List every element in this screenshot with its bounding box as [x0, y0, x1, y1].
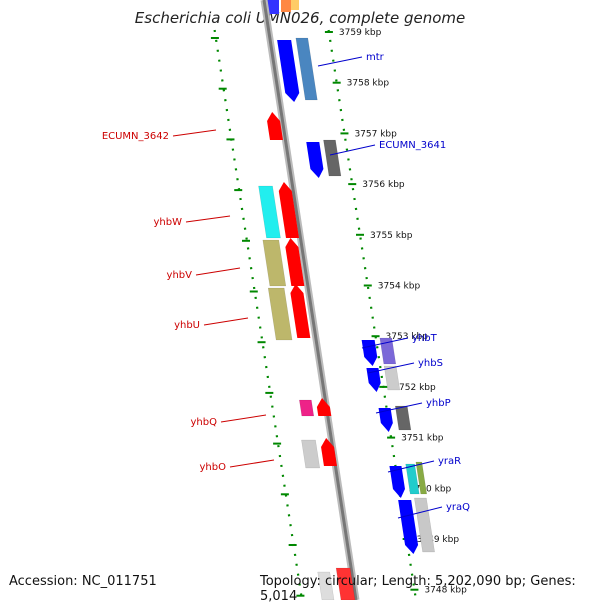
yhbP-arrow [378, 408, 393, 432]
gene-label-yhbo: yhbO [200, 462, 227, 473]
yraR-shade [405, 463, 420, 495]
kbp-tick-label: 3748 kbp [424, 586, 467, 596]
bottom-fragment-shade [317, 571, 335, 600]
gene-features [258, 37, 435, 600]
accession-text: Accession: NC_011751 [9, 574, 157, 589]
gene-leader-line [229, 459, 275, 468]
gene-label-mtr: mtr [366, 52, 385, 63]
yhbW-shade [258, 185, 281, 239]
gene-leader-line [220, 414, 267, 423]
kbp-tick-label: 3753 kbp [386, 332, 429, 342]
yhbO-shade [301, 439, 321, 469]
gene-label-yhbu: yhbU [174, 320, 200, 331]
left-dotted-line [213, 29, 304, 600]
map-title: Escherichia coli UMN026, complete genome [134, 9, 466, 27]
yhbS-arrow [366, 368, 381, 392]
ECUMN_3641-arrow [306, 142, 324, 178]
yhbS-shade [383, 365, 401, 391]
mtr-shade [295, 37, 318, 101]
ECUMN_3642-arrow [267, 112, 283, 140]
kbp-tick-label: 3749 kbp [417, 535, 460, 545]
yhbQ-shade [299, 399, 315, 417]
gene-label-yhbw: yhbW [154, 217, 183, 228]
gene-leader-line [375, 402, 423, 414]
gene-leader-line [367, 362, 415, 374]
kbp-tick-label: 3758 kbp [347, 79, 390, 89]
gene-leader-line [397, 506, 443, 519]
gene-leader-line [172, 129, 217, 137]
gene-leader-line [195, 267, 241, 276]
gene-leader-line [317, 56, 363, 67]
gene-leader-line [387, 460, 435, 473]
yraQ-arrow [398, 500, 419, 554]
gene-leader-line [185, 215, 231, 223]
gene-label-yraq: yraQ [446, 502, 470, 513]
kbp-tick-label: 3751 kbp [401, 434, 444, 444]
yraR-arrow [389, 466, 405, 498]
yhbT-shade [379, 337, 397, 365]
gene-label-yhbq: yhbQ [191, 417, 218, 428]
gene-label-yrar: yraR [438, 456, 461, 467]
ECUMN_3641-shade [323, 139, 342, 177]
kbp-ticks: 3759 kbp 3758 kbp 3757 kbp 3756 kbp 3755 kbp… [210, 28, 467, 597]
kbp-tick-label: 3757 kbp [354, 129, 397, 139]
kbp-tick-label: 3755 kbp [370, 231, 413, 241]
yhbV-arrow [285, 238, 305, 286]
gene-label-leaders [172, 56, 443, 519]
gene-label-ecumn_3642: ECUMN_3642 [102, 131, 169, 142]
kbp-tick-label: 3756 kbp [362, 180, 405, 190]
gene-leader-line [203, 317, 249, 326]
yhbO-arrow [321, 438, 337, 466]
kbp-tick-label: 3752 kbp [393, 383, 436, 393]
genome-backbone [260, 0, 360, 600]
kbp-tick-label: 3754 kbp [378, 282, 421, 292]
yhbW-arrow [278, 182, 299, 238]
gene-label-yhbs: yhbS [418, 358, 443, 369]
yhbT-arrow [361, 340, 378, 366]
yhbU-shade [267, 287, 293, 341]
gene-label-yhbv: yhbV [167, 270, 193, 281]
gene-label-ecumn_3641: ECUMN_3641 [379, 140, 446, 151]
bottom-fragment [335, 567, 356, 600]
gene-label-yhbp: yhbP [426, 398, 451, 409]
gene-leader-line [329, 144, 376, 156]
kbp-tick-label: 3759 kbp [339, 28, 382, 38]
yhbQ-arrow [316, 398, 332, 416]
mtr-arrow [277, 40, 300, 102]
yhbP-shade [394, 405, 412, 431]
yraQ-shade [414, 497, 435, 553]
gene-leader-line [361, 337, 409, 349]
yraR-shade-2 [415, 461, 428, 495]
kbp-tick-label: 3750 kbp [409, 484, 452, 494]
gene-label-yhbt: yhbT [412, 333, 438, 344]
gene-labels: mtr ECUMN_3641 yhbT yhbS yhbP yraR yraQ ECUMN_3… [102, 52, 470, 513]
yhbU-arrow [290, 284, 311, 338]
yhbV-shade [262, 239, 287, 287]
